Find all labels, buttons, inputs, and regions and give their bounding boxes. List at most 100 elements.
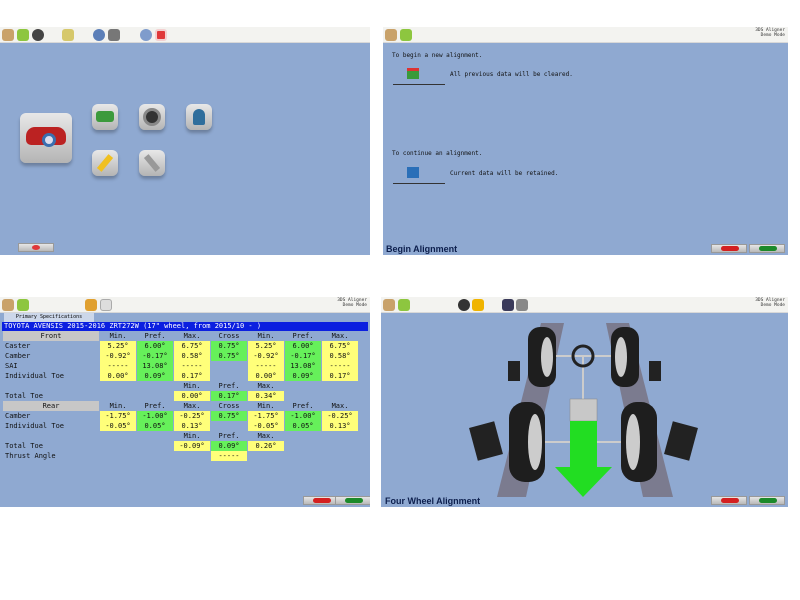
main-menu-screen — [0, 27, 370, 255]
empty-cell — [100, 431, 136, 441]
car-lift-icon[interactable] — [62, 29, 74, 41]
empty-cell — [137, 431, 173, 441]
column-header: Pref. — [292, 402, 314, 410]
exit-icon[interactable] — [155, 29, 167, 41]
help-icon[interactable] — [140, 29, 152, 41]
target-icon[interactable] — [516, 299, 528, 311]
power-icon — [32, 245, 40, 250]
table-row: Individual Toe -0.05° 0.05° 0.13° -0.05° 0.05… — [3, 421, 358, 431]
row-label: SAI — [5, 362, 18, 370]
spec-value-cell: 6.75° — [322, 341, 358, 351]
vehicle-inspection-icon[interactable] — [20, 113, 72, 163]
home-icon[interactable] — [2, 29, 14, 41]
table-row: Thrust Angle ----- — [3, 451, 358, 461]
table-row: Camber -0.92° -0.17° 0.58° 0.75° -0.92° -0.17°… — [3, 351, 358, 361]
open-file-icon — [407, 167, 419, 178]
spec-value-cell: ----- — [322, 361, 358, 371]
spec-table: Front Min. Pref. Max. Cross Min. Pref. Max. Cast… — [2, 331, 359, 461]
next-button[interactable] — [335, 496, 370, 505]
spec-value-cell: ----- — [211, 451, 247, 461]
column-header: Pref. — [144, 332, 166, 340]
empty-cell — [285, 431, 321, 441]
empty-cell — [285, 451, 321, 461]
home-icon[interactable] — [2, 299, 14, 311]
brand-label: 3DS Aligner Demo Mode — [755, 28, 785, 38]
column-header: Max. — [183, 402, 201, 410]
brand-label: 3DS Aligner Demo Mode — [337, 298, 367, 308]
adjust-icon[interactable] — [85, 299, 97, 311]
wheel-key-icon[interactable] — [32, 29, 44, 41]
empty-cell — [285, 381, 321, 391]
spec-value-cell: 0.09° — [285, 371, 321, 381]
table-row: Individual Toe 0.00° 0.09° 0.17° 0.00° 0.09° 0… — [3, 371, 358, 381]
thrust-arrow — [555, 421, 612, 497]
camera-icon[interactable] — [502, 299, 514, 311]
spec-value-cell: -1.00° — [285, 411, 321, 421]
column-header: Max. — [257, 432, 275, 440]
report-icon[interactable] — [100, 299, 112, 311]
row-label: Caster — [5, 342, 31, 350]
spec-value-cell: 0.58° — [322, 351, 358, 361]
exit-button[interactable] — [18, 243, 54, 252]
new-alignment-button[interactable] — [393, 67, 445, 85]
empty-cell — [100, 391, 136, 401]
toolbar: 3DS Aligner Demo Mode — [383, 27, 788, 43]
back-button[interactable] — [711, 496, 747, 505]
home-icon[interactable] — [383, 299, 395, 311]
wheel-icon[interactable] — [458, 299, 470, 311]
back-button[interactable] — [303, 496, 339, 505]
back-icon[interactable] — [17, 299, 29, 311]
column-header: Max. — [331, 332, 349, 340]
row-label: Camber — [5, 412, 31, 420]
back-button[interactable] — [711, 244, 747, 253]
next-button[interactable] — [749, 244, 785, 253]
back-icon[interactable] — [17, 29, 29, 41]
row-label: Rear — [3, 401, 99, 411]
spec-value-cell: 0.00° — [248, 371, 284, 381]
specifications-screen: 3DS Aligner Demo Mode Primary Specificati… — [0, 297, 370, 507]
back-icon[interactable] — [400, 29, 412, 41]
tools-icon[interactable] — [139, 150, 165, 176]
spec-value-cell: -0.25° — [322, 411, 358, 421]
edit-icon[interactable] — [92, 150, 118, 176]
row-label: Individual Toe — [5, 422, 65, 430]
column-header: Pref. — [218, 382, 240, 390]
empty-cell — [248, 451, 284, 461]
table-row: Min. Pref. Max. — [3, 381, 358, 391]
spec-value-cell: -0.92° — [248, 351, 284, 361]
car-check-icon[interactable] — [92, 104, 118, 130]
spec-value-cell: -0.17° — [137, 351, 173, 361]
empty-cell — [211, 361, 247, 371]
spec-value-cell: 0.05° — [137, 421, 173, 431]
column-header: Pref. — [292, 332, 314, 340]
tab-primary-specifications[interactable]: Primary Specifications — [4, 313, 94, 322]
vehicle-diagram — [469, 323, 698, 497]
toolbar: 3DS Aligner Demo Mode — [0, 297, 370, 313]
spec-value-cell: -1.75° — [100, 411, 136, 421]
gamepad-icon[interactable] — [108, 29, 120, 41]
spec-value-cell: ----- — [174, 361, 210, 371]
back-arrow-icon — [721, 246, 739, 251]
empty-cell — [322, 451, 358, 461]
rear-right-wheel — [621, 402, 698, 482]
row-label — [3, 431, 99, 441]
section-header-row: Front Min. Pref. Max. Cross Min. Pref. Max. — [3, 331, 358, 341]
calibration-icon[interactable] — [93, 29, 105, 41]
continue-alignment-button[interactable] — [393, 166, 445, 184]
home-icon[interactable] — [385, 29, 397, 41]
spec-value-cell: -0.09° — [174, 441, 210, 451]
column-header: Min. — [257, 402, 275, 410]
next-button[interactable] — [749, 496, 785, 505]
warning-icon[interactable] — [472, 299, 484, 311]
empty-cell — [285, 391, 321, 401]
tire-icon[interactable] — [139, 104, 165, 130]
column-header: Min. — [109, 402, 127, 410]
row-label: Camber — [5, 352, 31, 360]
vehicle-title-bar: TOYOTA AVENSIS 2015-2016 ZRT272W (17" wh… — [2, 322, 368, 331]
customer-icon[interactable] — [186, 104, 212, 130]
empty-cell — [100, 441, 136, 451]
back-arrow-icon — [313, 498, 331, 503]
back-icon[interactable] — [398, 299, 410, 311]
empty-cell — [174, 451, 210, 461]
spec-value-cell: 6.00° — [137, 341, 173, 351]
